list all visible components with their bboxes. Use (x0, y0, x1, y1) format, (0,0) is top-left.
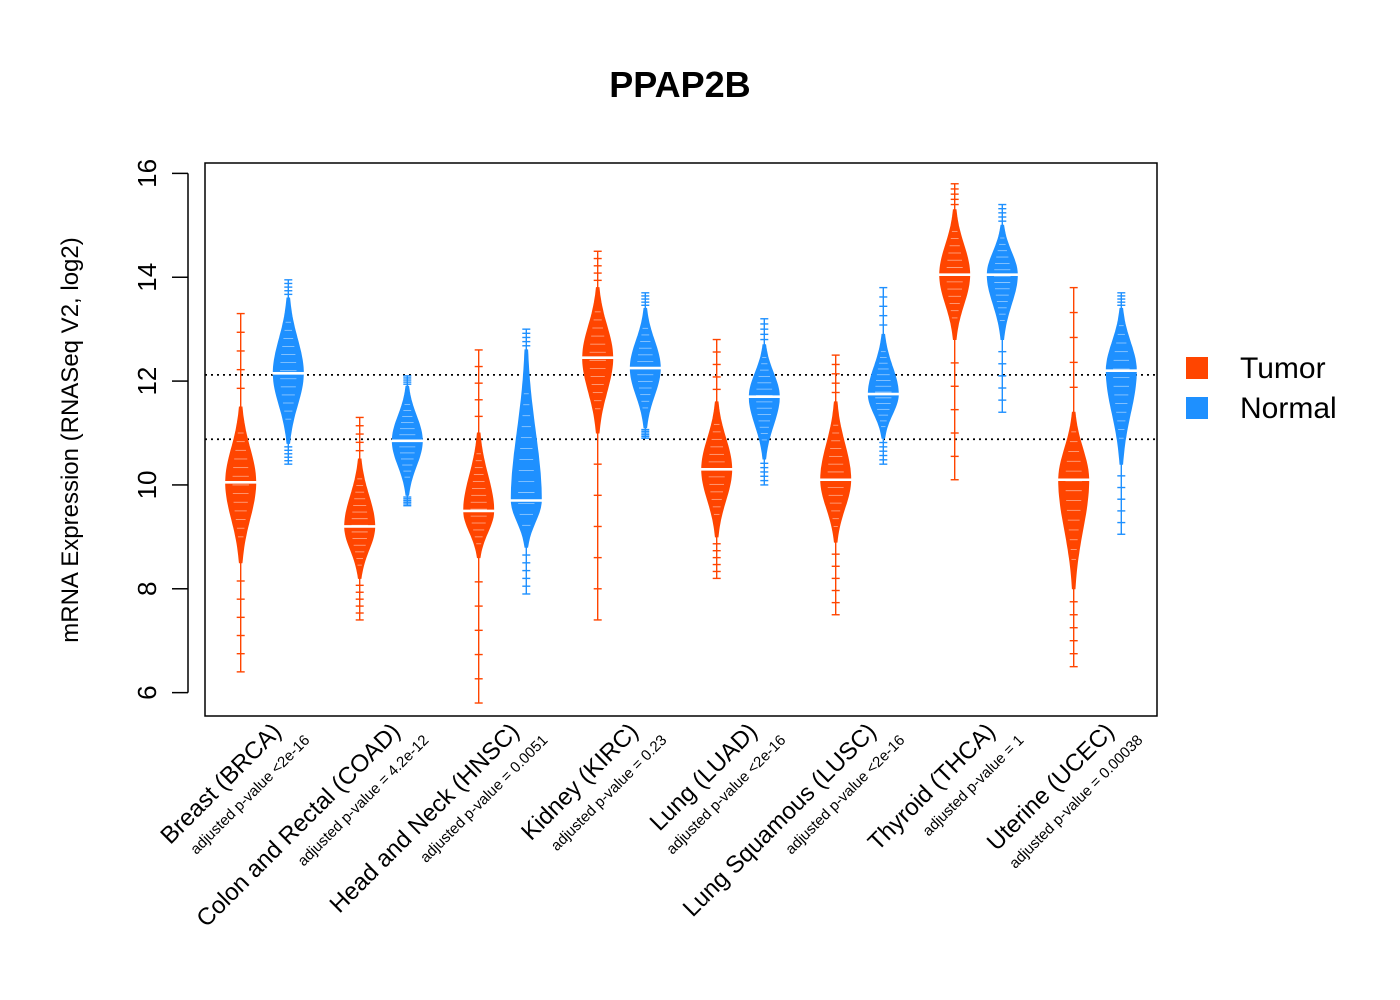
violin-normal-8 (1105, 292, 1138, 535)
violin-tumor-2 (343, 416, 376, 621)
violin-tumor-6 (819, 354, 852, 616)
y-tick-label-10: 10 (132, 470, 162, 499)
violin-tumor-8 (1057, 286, 1090, 668)
violin-tumor-7 (938, 183, 971, 481)
legend-swatch-tumor (1186, 357, 1208, 379)
y-tick-label-8: 8 (132, 582, 162, 596)
violin-normal-3 (510, 328, 543, 595)
violin-tumor-5 (700, 338, 733, 580)
violin-tumor-4 (581, 250, 614, 621)
violin-normal-1 (272, 279, 305, 465)
violin-normal-2 (391, 375, 424, 507)
violin-normal-4 (629, 292, 662, 439)
legend-swatch-normal (1186, 397, 1208, 419)
y-axis-label: mRNA Expression (RNASeq V2, log2) (57, 237, 84, 643)
chart-title: PPAP2B (609, 64, 750, 105)
y-tick-label-16: 16 (132, 159, 162, 188)
legend-label-tumor: Tumor (1240, 352, 1326, 385)
violin-normal-7 (986, 203, 1019, 413)
y-tick-label-12: 12 (132, 367, 162, 396)
legend-label-normal: Normal (1240, 392, 1337, 425)
y-tick-label-14: 14 (132, 263, 162, 292)
violin-tumor-1 (224, 312, 257, 673)
violin-normal-5 (748, 318, 781, 486)
violin-tumor-3 (462, 349, 495, 704)
violin-normal-6 (867, 286, 900, 465)
plot-frame (204, 162, 1158, 717)
y-tick-label-6: 6 (132, 685, 162, 699)
